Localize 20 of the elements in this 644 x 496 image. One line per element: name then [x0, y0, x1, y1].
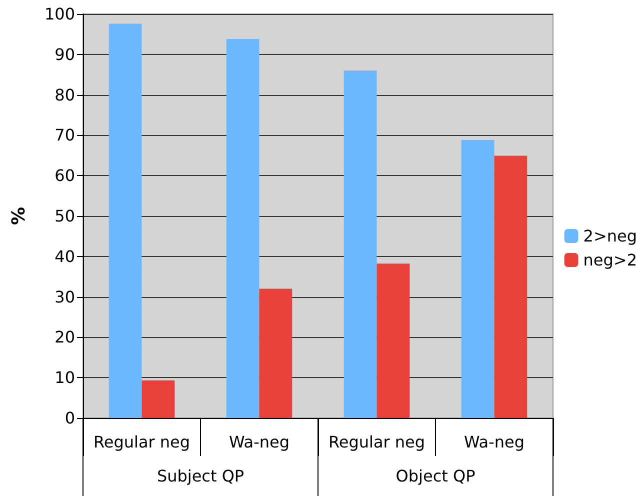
x-tick-label: Wa-neg — [464, 432, 525, 452]
y-tick-label: 50 — [54, 206, 75, 226]
legend-label: 2>neg — [583, 226, 638, 246]
y-tick-label: 30 — [54, 287, 75, 306]
x-tick-label: Regular neg — [328, 432, 426, 452]
legend-label: neg>2 — [583, 250, 638, 270]
y-axis-title: % — [8, 206, 30, 226]
y-tick-label: 60 — [54, 166, 75, 186]
y-tick-label: 40 — [54, 246, 75, 266]
text: Subject QP — [156, 466, 244, 486]
y-tick-label: 100 — [44, 4, 75, 24]
y-tick-label: 80 — [54, 85, 75, 104]
text: Object QP — [396, 466, 476, 486]
y-tick-label: 90 — [54, 44, 75, 64]
x-tick-label: Regular neg — [93, 432, 190, 452]
y-tick-label: 0 — [64, 408, 75, 428]
y-tick-label: 20 — [54, 328, 75, 347]
x-tick-label: Wa-neg — [228, 432, 290, 452]
y-tick-label: 70 — [54, 126, 75, 145]
y-tick-label: 10 — [54, 368, 75, 388]
